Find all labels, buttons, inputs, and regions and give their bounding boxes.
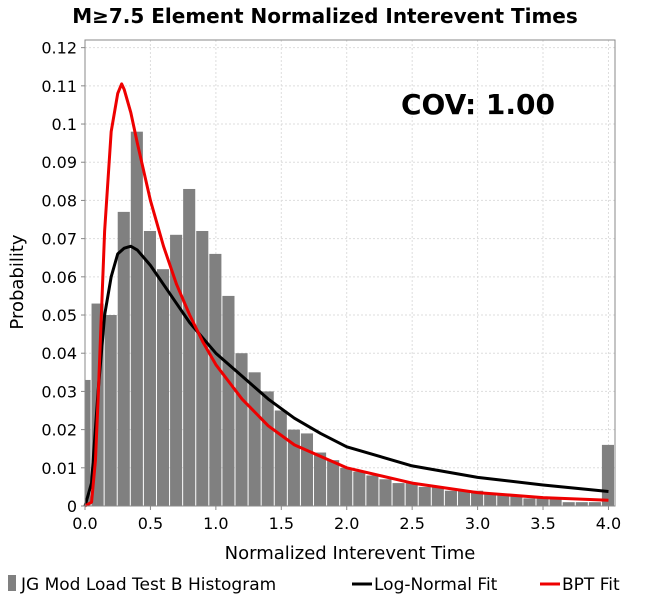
x-axis-label: Normalized Interevent Time	[225, 543, 476, 564]
histogram-bar	[549, 498, 562, 506]
histogram-bar	[327, 460, 340, 506]
fit-lines	[83, 82, 609, 508]
histogram-bar	[588, 502, 601, 506]
histogram-bar	[287, 429, 300, 506]
x-tick-label: 0.0	[72, 514, 97, 533]
histogram-bar	[130, 131, 143, 507]
y-tick-label: 0.01	[41, 459, 77, 478]
y-tick-label: 0.03	[41, 382, 77, 401]
histogram-bar	[143, 230, 156, 506]
histogram-bar	[392, 483, 405, 506]
y-axis-label: Probability	[7, 234, 28, 329]
histogram-bars	[85, 131, 614, 507]
histogram-bar	[444, 490, 457, 506]
x-tick-label: 3.0	[465, 514, 490, 533]
histogram-bar	[209, 253, 222, 506]
y-tick-label: 0.09	[41, 153, 77, 172]
y-tick-label: 0.07	[41, 230, 77, 249]
y-tick-label: 0	[67, 497, 77, 516]
x-tick-label: 3.5	[530, 514, 555, 533]
histogram-bar	[170, 234, 183, 506]
chart-title: M≥7.5 Element Normalized Interevent Time…	[72, 4, 578, 28]
histogram-bar	[183, 188, 196, 506]
histogram-bar	[523, 498, 536, 506]
y-tick-label: 0.11	[41, 77, 77, 96]
y-tick-label: 0.08	[41, 191, 77, 210]
histogram-bar	[484, 494, 497, 506]
legend-label-bpt: BPT Fit	[562, 575, 620, 595]
x-tick-label: 0.5	[138, 514, 163, 533]
x-tick-label: 4.0	[596, 514, 621, 533]
legend-label-lognormal: Log-Normal Fit	[374, 575, 498, 595]
histogram-bar	[379, 479, 392, 506]
histogram-bar	[431, 486, 444, 506]
histogram-bar	[340, 467, 353, 506]
histogram-bar	[457, 490, 471, 506]
histogram-bar	[104, 315, 117, 506]
legend-label-histogram: JG Mod Load Test B Histogram	[20, 575, 276, 595]
histogram-bar	[536, 498, 549, 506]
histogram-bar	[235, 353, 248, 506]
histogram-bar	[274, 410, 287, 506]
histogram-bar	[497, 494, 510, 506]
legend-swatch-histogram	[8, 575, 16, 591]
x-tick-label: 1.0	[203, 514, 228, 533]
histogram-bar	[471, 490, 484, 506]
histogram-bar	[418, 486, 431, 506]
y-tick-label: 0.04	[41, 344, 77, 363]
y-tick-label: 0.02	[41, 421, 77, 440]
histogram-bar	[85, 379, 91, 506]
histogram-bar	[196, 230, 209, 506]
y-tick-label: 0.06	[41, 268, 77, 287]
histogram-bar	[601, 444, 614, 506]
histogram-bar	[510, 494, 523, 506]
x-tick-label: 1.5	[269, 514, 294, 533]
histogram-bar	[156, 269, 170, 506]
bpt-fit-line	[84, 82, 609, 508]
histogram-bar	[248, 372, 261, 506]
cov-annotation: COV: 1.00	[401, 88, 555, 121]
histogram-bar	[117, 211, 130, 506]
y-tick-label: 0.1	[52, 115, 77, 134]
histogram-bar	[222, 295, 235, 506]
histogram-bar	[353, 471, 366, 506]
y-tick-label: 0.05	[41, 306, 77, 325]
histogram-bar	[562, 502, 575, 506]
lognormal-fit-line	[83, 244, 609, 507]
y-tick-label: 0.12	[41, 39, 77, 58]
histogram-bar	[366, 475, 379, 506]
histogram-bar	[575, 502, 588, 506]
plot-area-border	[84, 39, 616, 507]
axis-ticks: 0.0 0.5 1.0 1.5 2.0 2.5 3.0 3.5 4.0 0 0.01 0.02 0.03…	[41, 39, 621, 533]
histogram-bar	[405, 483, 418, 506]
histogram-bar	[261, 391, 274, 506]
x-tick-label: 2.0	[334, 514, 359, 533]
legend: JG Mod Load Test B Histogram Log-Normal …	[8, 575, 620, 595]
x-tick-label: 2.5	[399, 514, 424, 533]
histogram-bar	[300, 433, 314, 506]
histogram-bar	[314, 452, 327, 506]
